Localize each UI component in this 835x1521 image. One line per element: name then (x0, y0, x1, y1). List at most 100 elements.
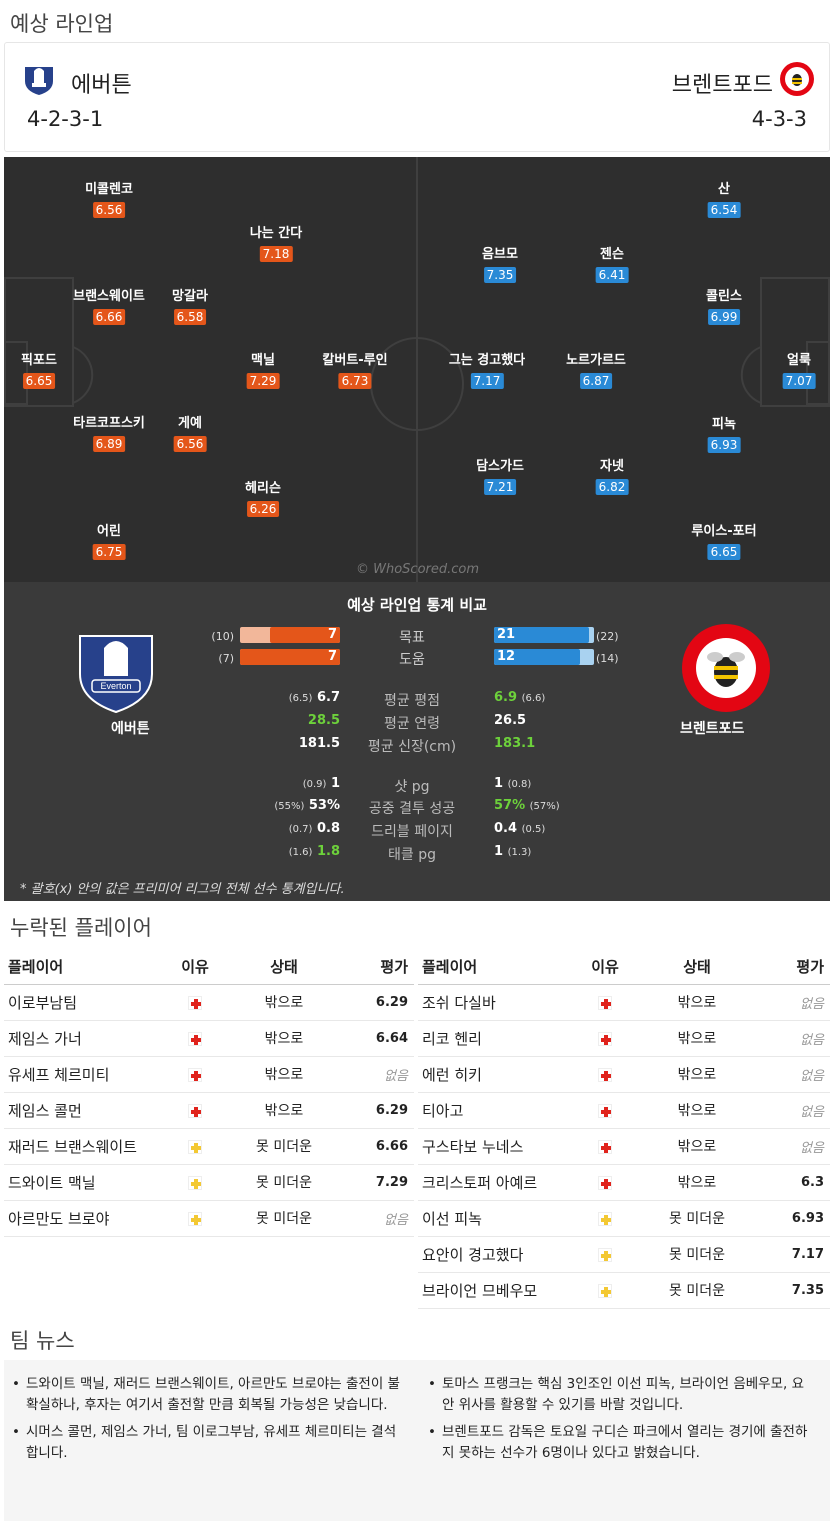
reason-cell (578, 1236, 632, 1273)
table-row[interactable]: 요안이 경고했다 못 미더운 7.17 (418, 1236, 830, 1273)
away-stat: 57% (57%) (494, 798, 560, 813)
table-row[interactable]: 아르만도 브로야 못 미더운 없음 (4, 1200, 414, 1237)
home-league-value: (6.5) (288, 693, 313, 704)
stat-label: 평균 연령 (384, 716, 440, 732)
player-name: 어린 (97, 524, 121, 539)
col-rating[interactable]: 평가 (346, 950, 414, 985)
away-player[interactable]: 산 6.54 (707, 182, 741, 218)
reason-cell (578, 1272, 632, 1309)
away-missing-table: 플레이어 이유 상태 평가 조쉬 다실바 밖으로 없음 리코 헨리 밖으로 없음 에런 히키… (418, 950, 830, 1309)
col-rating[interactable]: 평가 (762, 950, 830, 985)
team-news: 드와이트 맥닐, 재러드 브랜스웨이트, 아르만도 브로야는 출전이 불확실하나… (4, 1360, 830, 1521)
rating-cell: 없음 (346, 1200, 414, 1237)
col-status[interactable]: 상태 (632, 950, 762, 985)
stat-row: (0.7) 0.8 드리블 페이지 0.4 (0.5) (4, 821, 830, 841)
stat-row: 28.5 평균 연령 26.5 (4, 713, 830, 733)
table-row[interactable]: 티아고 밖으로 없음 (418, 1092, 830, 1129)
home-player[interactable]: 맥닐 7.29 (246, 353, 280, 389)
stat-label: 목표 (399, 630, 425, 646)
col-reason[interactable]: 이유 (578, 950, 632, 985)
player-name[interactable]: 제임스 가너 (4, 1020, 168, 1057)
player-rating: 7.29 (246, 373, 280, 389)
status-cell: 밖으로 (222, 1020, 346, 1057)
table-row[interactable]: 브라이언 므베우모 못 미더운 7.35 (418, 1272, 830, 1309)
away-team-name[interactable]: 브렌트포드 (671, 73, 773, 98)
away-player[interactable]: 음브모 7.35 (482, 247, 518, 283)
home-team-name[interactable]: 에버튼 (71, 73, 132, 98)
rating-cell: 없음 (762, 984, 830, 1021)
player-name[interactable]: 제임스 콜먼 (4, 1092, 168, 1129)
home-player[interactable]: 어린 6.75 (92, 524, 126, 560)
col-reason[interactable]: 이유 (168, 950, 222, 985)
player-name[interactable]: 이로부남팀 (4, 984, 168, 1021)
table-row[interactable]: 제임스 가너 밖으로 6.64 (4, 1020, 414, 1057)
player-name[interactable]: 유세프 체르미티 (4, 1056, 168, 1093)
player-name[interactable]: 요안이 경고했다 (418, 1236, 578, 1273)
stat-row: (1.6) 1.8 태클 pg 1 (1.3) (4, 844, 830, 864)
news-item: 브렌트포드 감독은 토요일 구디슨 파크에서 열리는 경기에 출전하지 못하는 … (424, 1422, 816, 1464)
rating-cell: 6.93 (762, 1200, 830, 1237)
away-player[interactable]: 담스가드 7.21 (476, 459, 524, 495)
player-rating: 6.93 (707, 437, 741, 453)
player-name[interactable]: 재러드 브랜스웨이트 (4, 1128, 168, 1165)
home-player[interactable]: 타르코프스키 6.89 (73, 416, 145, 452)
away-player[interactable]: 그는 경고했다 7.17 (449, 353, 525, 389)
player-name[interactable]: 티아고 (418, 1092, 578, 1129)
home-player[interactable]: 게예 6.56 (173, 416, 207, 452)
player-name[interactable]: 브라이언 므베우모 (418, 1272, 578, 1309)
home-player[interactable]: 나는 간다 7.18 (250, 226, 302, 262)
table-row[interactable]: 이선 피녹 못 미더운 6.93 (418, 1200, 830, 1237)
home-stat-value: 0.8 (316, 821, 340, 836)
table-row[interactable]: 에런 히키 밖으로 없음 (418, 1056, 830, 1093)
player-name[interactable]: 에런 히키 (418, 1056, 578, 1093)
away-player[interactable]: 자넷 6.82 (595, 459, 629, 495)
away-news-list: 토마스 프랭크는 핵심 3인조인 이선 피녹, 브라이언 음베우모, 요안 위사… (424, 1374, 816, 1470)
away-player[interactable]: 루이스-포터 6.65 (691, 524, 757, 560)
home-player[interactable]: 칼버트-루인 6.73 (322, 353, 388, 389)
player-rating: 6.73 (338, 373, 372, 389)
svg-text:Everton: Everton (100, 681, 131, 691)
reason-cell (168, 984, 222, 1021)
table-row[interactable]: 이로부남팀 밖으로 6.29 (4, 984, 414, 1021)
away-stat: 0.4 (0.5) (494, 821, 545, 836)
team-header: 에버튼 4-2-3-1 브렌트포드 4-3-3 (4, 42, 830, 152)
reason-cell (168, 1164, 222, 1201)
away-bar: 12 (494, 649, 580, 665)
home-player[interactable]: 픽포드 6.65 (21, 353, 57, 389)
table-row[interactable]: 재러드 브랜스웨이트 못 미더운 6.66 (4, 1128, 414, 1165)
col-status[interactable]: 상태 (222, 950, 346, 985)
away-bar: 21 (494, 627, 589, 643)
away-player[interactable]: 얼룩 7.07 (782, 353, 816, 389)
home-player[interactable]: 브랜스웨이트 6.66 (73, 289, 145, 325)
rating-cell: 7.35 (762, 1272, 830, 1309)
away-player[interactable]: 피녹 6.93 (707, 417, 741, 453)
player-name[interactable]: 조쉬 다실바 (418, 984, 578, 1021)
col-player[interactable]: 플레이어 (418, 950, 578, 985)
player-name: 젠슨 (600, 247, 624, 262)
home-player[interactable]: 미콜렌코 6.56 (85, 182, 133, 218)
injury-cross-icon (598, 1103, 612, 1118)
player-name[interactable]: 크리스토퍼 아예르 (418, 1164, 578, 1201)
away-player[interactable]: 콜린스 6.99 (706, 289, 742, 325)
table-row[interactable]: 제임스 콜먼 밖으로 6.29 (4, 1092, 414, 1129)
home-player[interactable]: 망갈라 6.58 (172, 289, 208, 325)
player-name[interactable]: 아르만도 브로야 (4, 1200, 168, 1237)
player-name[interactable]: 이선 피녹 (418, 1200, 578, 1237)
away-player[interactable]: 노르가르드 6.87 (566, 353, 626, 389)
news-item: 토마스 프랭크는 핵심 3인조인 이선 피녹, 브라이언 음베우모, 요안 위사… (424, 1374, 816, 1416)
player-rating: 6.66 (92, 309, 126, 325)
table-row[interactable]: 리코 헨리 밖으로 없음 (418, 1020, 830, 1057)
player-name[interactable]: 드와이트 맥닐 (4, 1164, 168, 1201)
player-name[interactable]: 구스타보 누네스 (418, 1128, 578, 1165)
table-row[interactable]: 조쉬 다실바 밖으로 없음 (418, 984, 830, 1021)
away-player[interactable]: 젠슨 6.41 (595, 247, 629, 283)
table-row[interactable]: 유세프 체르미티 밖으로 없음 (4, 1056, 414, 1093)
table-row[interactable]: 드와이트 맥닐 못 미더운 7.29 (4, 1164, 414, 1201)
rating-cell: 7.29 (346, 1164, 414, 1201)
col-player[interactable]: 플레이어 (4, 950, 168, 985)
player-name[interactable]: 리코 헨리 (418, 1020, 578, 1057)
injury-cross-icon (188, 1067, 202, 1082)
table-row[interactable]: 구스타보 누네스 밖으로 없음 (418, 1128, 830, 1165)
table-row[interactable]: 크리스토퍼 아예르 밖으로 6.3 (418, 1164, 830, 1201)
home-player[interactable]: 헤리슨 6.26 (245, 481, 281, 517)
